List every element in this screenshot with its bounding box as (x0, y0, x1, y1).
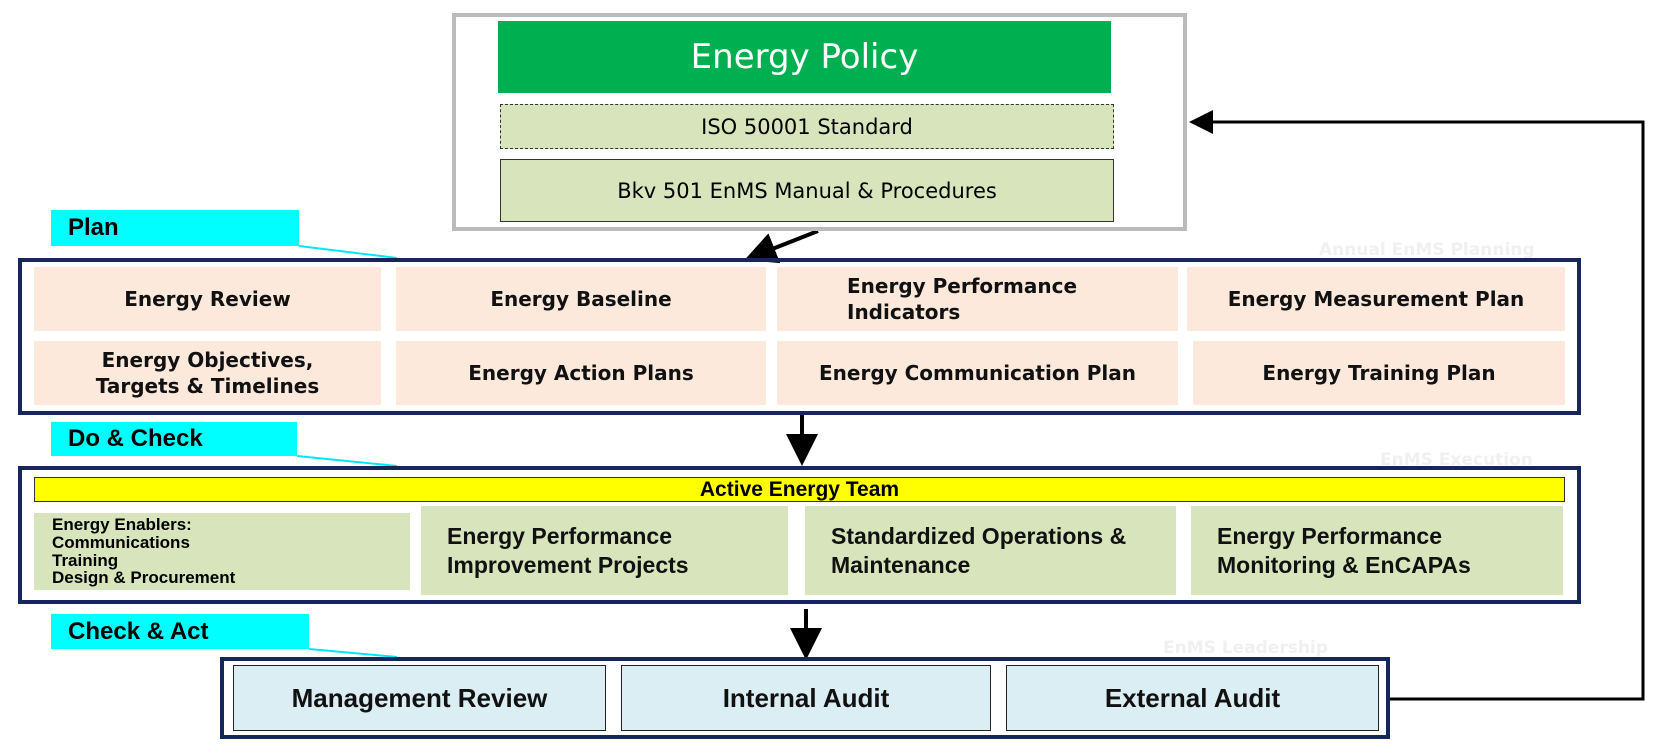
team-banner: Active Energy Team (34, 477, 1565, 502)
plan-item: Energy Performance Indicators (777, 267, 1178, 331)
plan-item: Energy Action Plans (396, 341, 766, 405)
section-note: Annual EnMS Planning (1319, 240, 1535, 260)
enabler: Design & Procurement (52, 568, 236, 588)
section-label: Do & Check (51, 422, 297, 456)
standard: ISO 50001 Standard (500, 104, 1114, 149)
enablers: Energy Enablers: Communications Training… (34, 513, 410, 590)
arrow (744, 229, 819, 264)
plan-item: Energy Objectives, Targets & Timelines (34, 341, 381, 405)
check-pointer (308, 648, 398, 658)
check-item: Internal Audit (621, 665, 991, 731)
plan-pointer (298, 245, 398, 259)
do-pointer (296, 455, 398, 467)
do-item: Energy Performance Improvement Projects (421, 506, 788, 595)
check-item: External Audit (1006, 665, 1379, 731)
policy-box (452, 13, 1187, 231)
manual: Bkv 501 EnMS Manual & Procedures (500, 159, 1114, 222)
check-act-box (220, 657, 1390, 739)
do-check-box (18, 466, 1581, 604)
plan-item: Energy Communication Plan (777, 341, 1178, 405)
plan-box (18, 258, 1581, 415)
do-item: Energy Performance Monitoring & EnCAPAs (1191, 506, 1563, 595)
enabler: Training (52, 550, 119, 570)
check-item: Management Review (233, 665, 606, 731)
enabler: Energy Enablers: (52, 514, 192, 534)
section-label: Plan (51, 210, 299, 246)
section-label: Check & Act (51, 614, 309, 649)
plan-item: Energy Baseline (396, 267, 766, 331)
feedback-arrow (1189, 110, 1645, 701)
section-note: EnMS Execution (1380, 450, 1533, 470)
plan-item: Energy Training Plan (1193, 341, 1565, 405)
section-note: EnMS Leadership (1163, 638, 1328, 658)
plan-item: Energy Review (34, 267, 381, 331)
policy-title: Energy Policy (498, 21, 1111, 93)
enabler: Communications (52, 532, 190, 552)
plan-item: Energy Measurement Plan (1187, 267, 1565, 331)
do-item: Standardized Operations & Maintenance (805, 506, 1176, 595)
